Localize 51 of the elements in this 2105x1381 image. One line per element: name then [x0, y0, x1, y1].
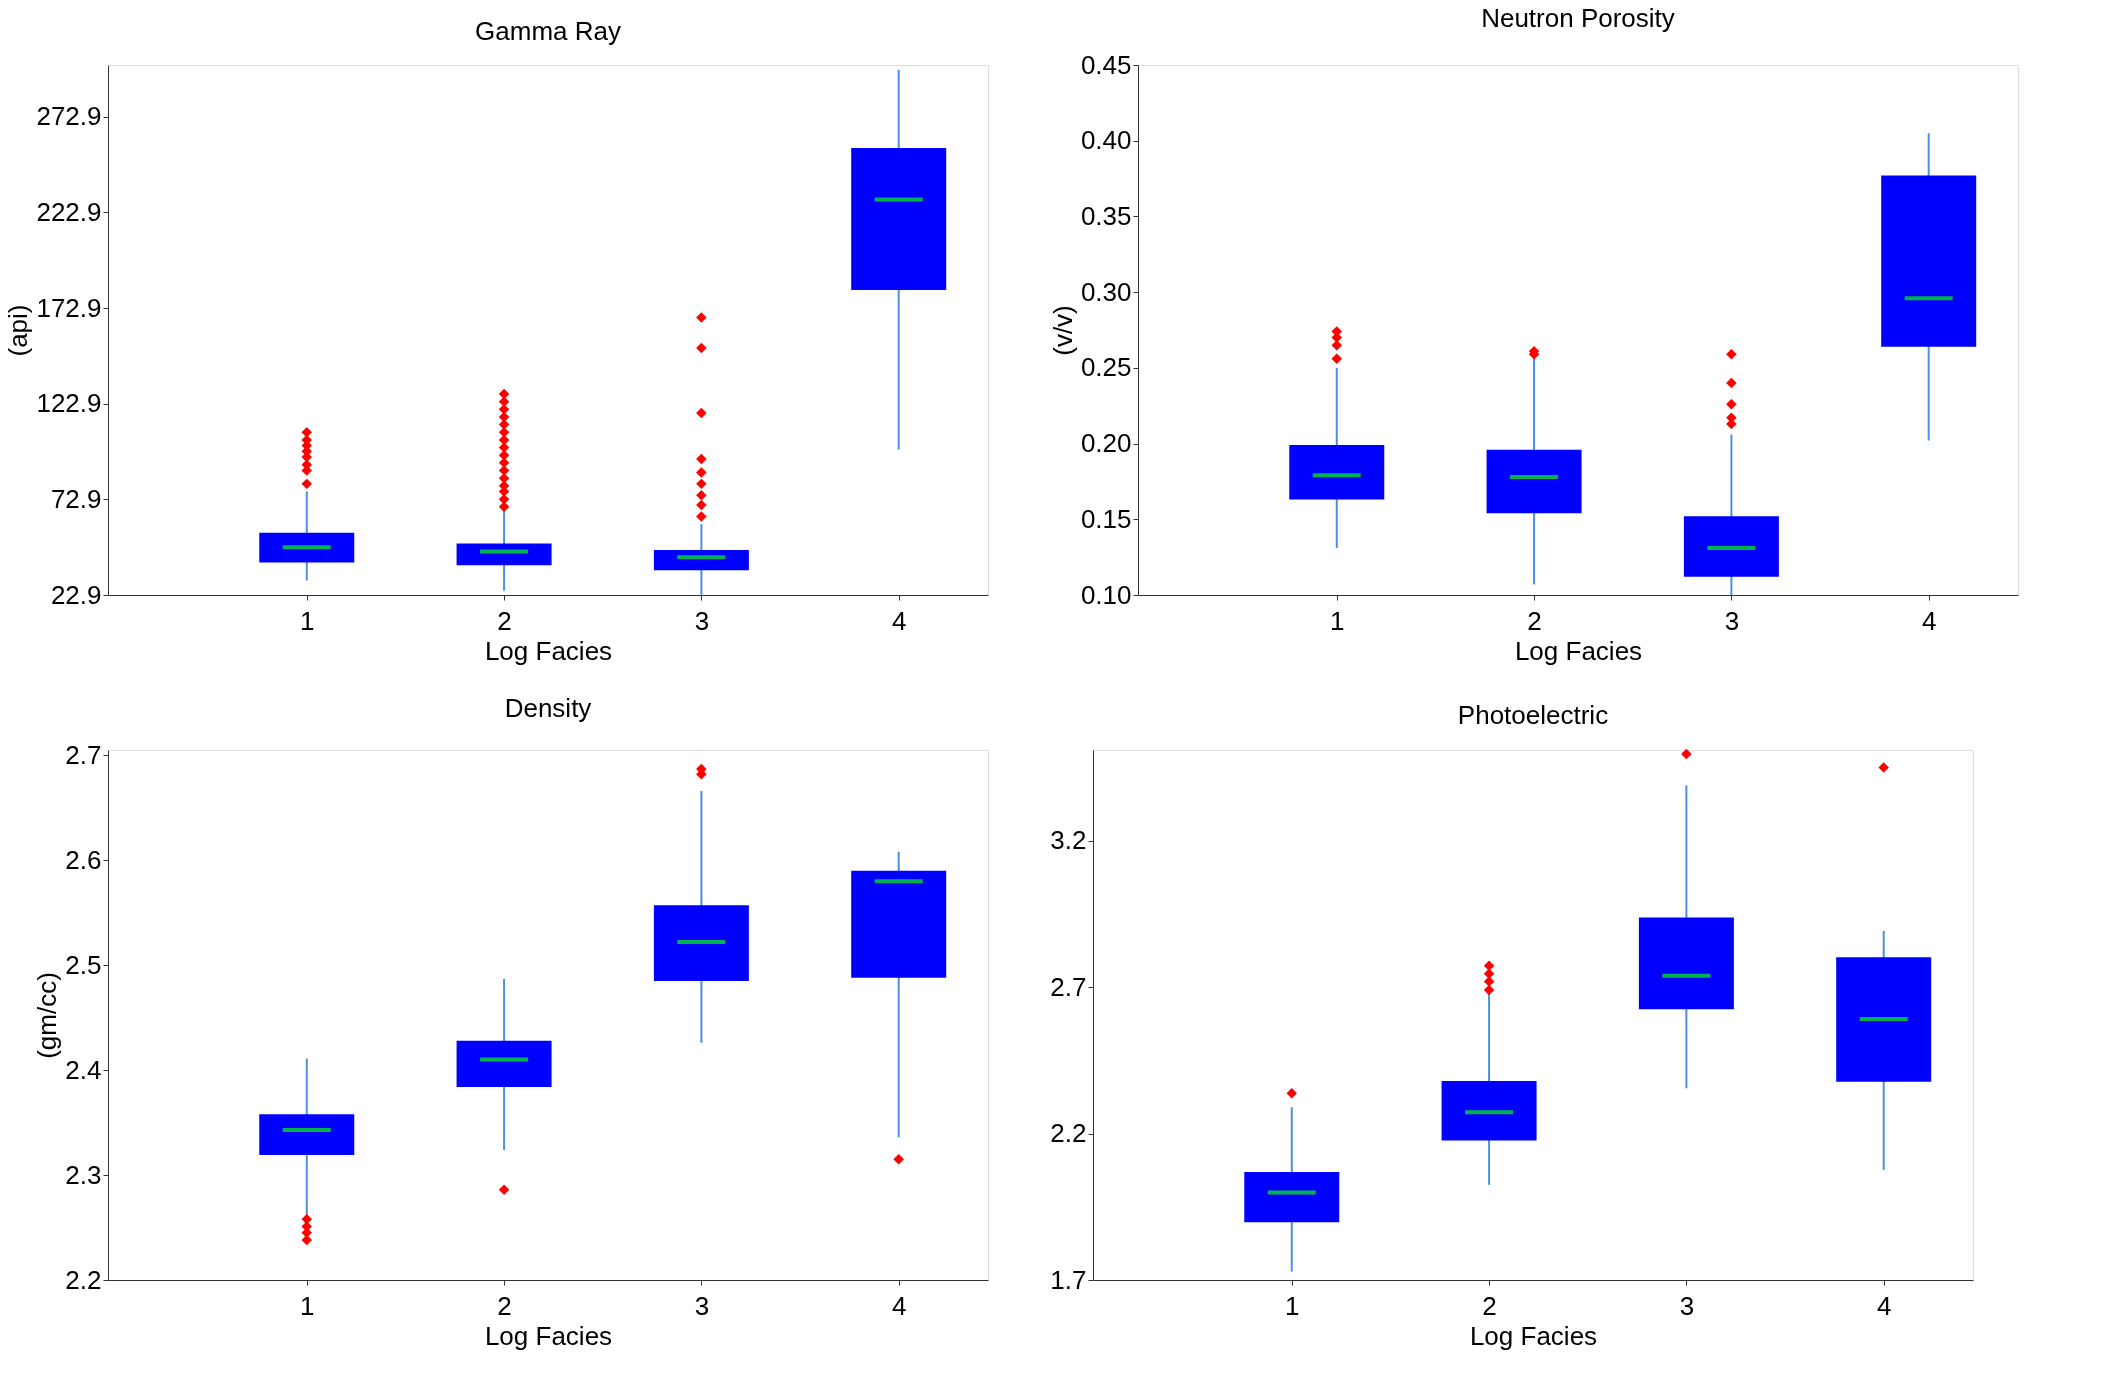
x-axis-title: Log Facies [484, 1320, 613, 1351]
y-tick-label: 272.9 [36, 101, 102, 132]
x-tick-label: 4 [891, 1290, 907, 1321]
chart-title: Gamma Ray [475, 16, 621, 46]
y-axis-title: (api) [3, 304, 34, 357]
y-tick-label: 0.20 [1080, 428, 1132, 459]
y-tick-label: 0.35 [1080, 200, 1132, 231]
y-tick-label: 0.15 [1080, 503, 1132, 534]
x-tick-label: 2 [497, 605, 512, 636]
y-tick-label: 2.7 [1050, 971, 1087, 1002]
x-tick-label: 3 [1724, 605, 1740, 636]
y-tick-label: 72.9 [50, 483, 102, 514]
chart-title: Photoelectric [1457, 699, 1609, 730]
y-tick-label: 222.9 [36, 196, 102, 227]
y-tick-label: 2.7 [65, 739, 102, 770]
y-tick-label: 3.2 [1050, 825, 1087, 856]
x-tick-label: 3 [694, 605, 710, 636]
x-tick-label: 4 [891, 605, 907, 636]
x-axis-title: Log Facies [1514, 635, 1643, 666]
x-tick-label: 1 [1285, 1290, 1300, 1321]
chart-title: Density [504, 693, 592, 724]
x-axis-title: Log Facies [484, 635, 613, 666]
x-tick-label: 1 [300, 1290, 315, 1321]
y-tick-label: 0.45 [1080, 49, 1132, 80]
x-axis-title: Log Facies [1469, 1320, 1598, 1351]
x-tick-label: 4 [1876, 1290, 1892, 1321]
y-tick-label: 2.5 [65, 949, 102, 980]
y-tick-label: 2.6 [65, 844, 102, 875]
y-tick-label: 0.25 [1080, 352, 1132, 383]
y-tick-label: 2.2 [1050, 1118, 1087, 1149]
chart-title: Neutron Porosity [1481, 3, 1675, 33]
y-axis-title: (v/v) [1047, 305, 1078, 356]
x-tick-label: 1 [300, 605, 315, 636]
x-tick-label: 2 [1482, 1290, 1497, 1321]
x-tick-label: 4 [1921, 605, 1937, 636]
y-tick-label: 172.9 [36, 292, 102, 323]
x-tick-label: 1 [1330, 605, 1345, 636]
y-tick-label: 0.10 [1080, 579, 1132, 610]
y-tick-label: 2.4 [65, 1054, 102, 1085]
y-tick-label: 0.40 [1080, 125, 1132, 156]
y-tick-label: 1.7 [1050, 1264, 1087, 1295]
x-tick-label: 3 [1679, 1290, 1695, 1321]
x-tick-label: 2 [1527, 605, 1542, 636]
y-tick-label: 2.2 [65, 1264, 102, 1295]
y-axis-title: (gm/cc) [32, 972, 63, 1059]
y-tick-label: 122.9 [36, 388, 102, 419]
y-tick-label: 22.9 [50, 579, 102, 610]
y-tick-label: 2.3 [65, 1159, 102, 1190]
y-tick-label: 0.30 [1080, 276, 1132, 307]
x-tick-label: 2 [497, 1290, 512, 1321]
x-tick-label: 3 [694, 1290, 710, 1321]
